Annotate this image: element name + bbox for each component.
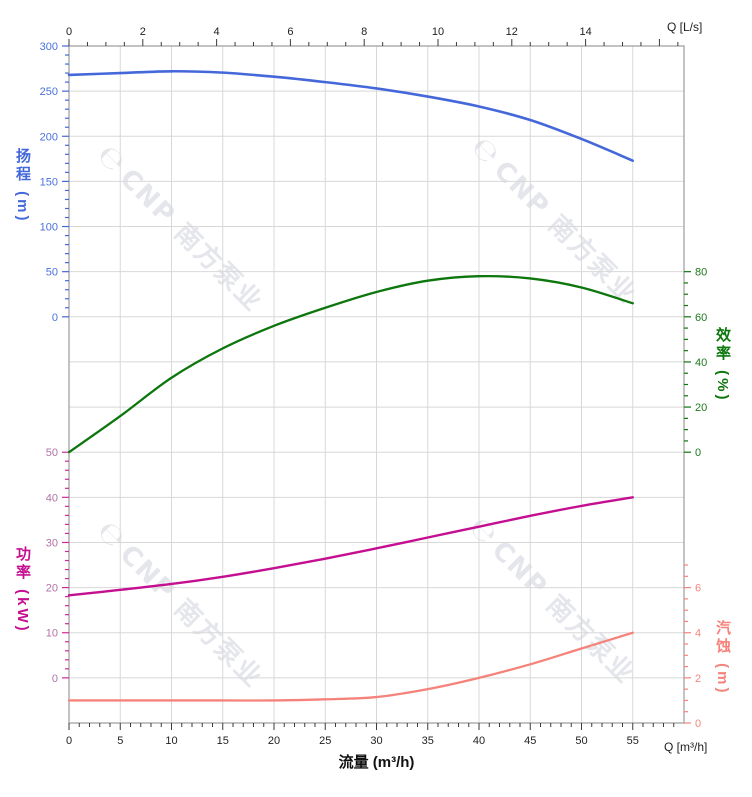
- svg-text:30: 30: [46, 537, 58, 549]
- svg-text:50: 50: [46, 267, 58, 279]
- svg-text:8: 8: [361, 26, 367, 38]
- svg-text:6: 6: [287, 26, 293, 38]
- head-axis-ticks: [62, 45, 69, 318]
- svg-text:40: 40: [473, 735, 485, 747]
- svg-text:250: 250: [40, 86, 58, 98]
- npsh-axis-ticks: [684, 564, 691, 724]
- svg-text:35: 35: [422, 735, 434, 747]
- svg-text:20: 20: [268, 735, 280, 747]
- npsh-curve: [67, 631, 634, 702]
- svg-text:60: 60: [695, 312, 707, 324]
- svg-text:50: 50: [46, 447, 58, 459]
- svg-text:4: 4: [695, 628, 701, 640]
- top-axis-ticks: [68, 39, 679, 46]
- svg-text:14: 14: [579, 26, 591, 38]
- efficiency-axis-title: 效率 (%): [714, 327, 731, 403]
- power-axis-labels: 50 40 30 20 10 0: [46, 447, 58, 685]
- svg-text:55: 55: [627, 735, 639, 747]
- power-curve: [67, 496, 634, 597]
- npsh-axis-title: 汽蚀 (m): [714, 620, 731, 696]
- bottom-axis-labels: 0 5 10 15 20 25 30 35 40 45 50 55: [66, 735, 639, 747]
- svg-text:0: 0: [66, 26, 72, 38]
- head-axis-title: 扬程 (m): [14, 148, 31, 224]
- gridlines: [69, 46, 684, 723]
- svg-text:2: 2: [695, 673, 701, 685]
- svg-text:0: 0: [52, 312, 58, 324]
- svg-text:25: 25: [319, 735, 331, 747]
- svg-text:10: 10: [165, 735, 177, 747]
- svg-text:12: 12: [506, 26, 518, 38]
- head-curve: [67, 69, 635, 162]
- efficiency-axis-ticks: [684, 271, 691, 453]
- svg-text:40: 40: [695, 357, 707, 369]
- svg-text:15: 15: [217, 735, 229, 747]
- svg-text:5: 5: [117, 735, 123, 747]
- svg-text:6: 6: [695, 583, 701, 595]
- power-axis-title: 功率 (kW): [14, 546, 31, 634]
- svg-text:45: 45: [524, 735, 536, 747]
- top-axis-labels: 0 2 4 6 8 10 12 14: [66, 26, 592, 38]
- top-axis-unit-label: Q [L/s]: [667, 20, 703, 34]
- svg-text:150: 150: [40, 176, 58, 188]
- svg-text:300: 300: [40, 41, 58, 53]
- efficiency-curve: [67, 274, 634, 454]
- svg-text:4: 4: [214, 26, 220, 38]
- svg-text:200: 200: [40, 131, 58, 143]
- flow-axis-title: 流量 (m³/h): [338, 754, 415, 771]
- bottom-axis-unit-label: Q [m³/h]: [664, 740, 708, 754]
- svg-text:50: 50: [575, 735, 587, 747]
- svg-text:0: 0: [695, 718, 701, 730]
- svg-text:40: 40: [46, 492, 58, 504]
- bottom-axis-ticks: [68, 723, 675, 730]
- svg-text:30: 30: [370, 735, 382, 747]
- head-axis-labels: 300 250 200 150 100 50 0: [40, 41, 58, 324]
- efficiency-axis-labels: 80 60 40 20 0: [695, 267, 707, 460]
- svg-text:20: 20: [695, 402, 707, 414]
- npsh-axis-labels: 6 4 2 0: [695, 583, 701, 730]
- svg-text:0: 0: [52, 673, 58, 685]
- svg-text:80: 80: [695, 267, 707, 279]
- svg-text:0: 0: [695, 447, 701, 459]
- svg-text:2: 2: [140, 26, 146, 38]
- svg-text:0: 0: [66, 735, 72, 747]
- svg-text:20: 20: [46, 583, 58, 595]
- svg-text:10: 10: [46, 628, 58, 640]
- svg-text:100: 100: [40, 222, 58, 234]
- svg-text:10: 10: [432, 26, 444, 38]
- power-axis-ticks: [62, 451, 69, 679]
